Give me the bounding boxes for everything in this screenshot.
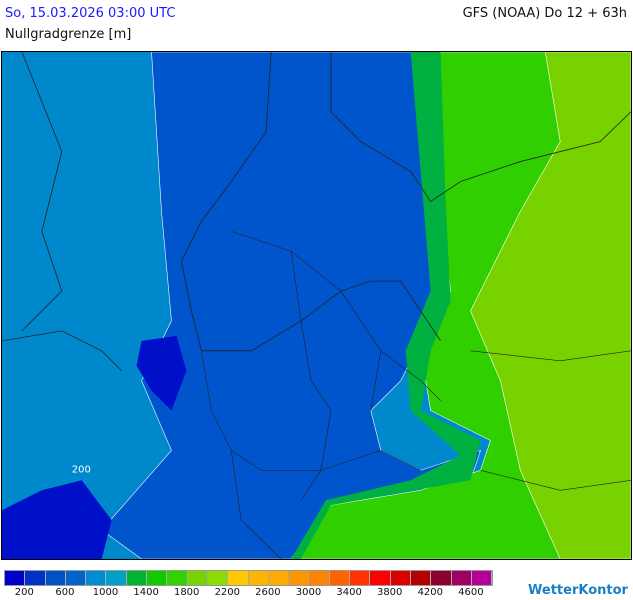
- coastline: [2, 52, 631, 372]
- legend-swatch: [5, 571, 26, 585]
- legend-label: 4600: [458, 587, 484, 598]
- legend-swatch: [228, 571, 249, 585]
- legend-label: 1400: [133, 587, 159, 598]
- legend-label: 1000: [92, 587, 119, 598]
- map-zone-east-light: [470, 52, 631, 559]
- legend-swatch: [25, 571, 46, 585]
- legend-swatch: [126, 571, 148, 585]
- legend-swatch: [248, 571, 269, 585]
- legend-swatch: [106, 571, 127, 585]
- legend-label: 2600: [255, 587, 281, 598]
- legend-swatch: [370, 571, 391, 585]
- legend-label: 3400: [336, 587, 362, 598]
- legend-label: 3800: [376, 587, 403, 598]
- legend-label: 600: [55, 587, 75, 598]
- freezing-level-map: 200: [1, 51, 632, 560]
- legend-label: 4200: [417, 587, 444, 598]
- contour-label: 200: [72, 464, 91, 475]
- legend-labels: 200 600 1000 1400 1800 2200 2600 3000 3400 3800 42…: [4, 587, 514, 599]
- legend-swatch: [410, 571, 432, 585]
- legend-swatch: [471, 571, 493, 585]
- legend-swatch: [309, 571, 330, 585]
- parameter-title: Nullgradgrenze [m]: [5, 27, 132, 42]
- legend-swatch: [451, 571, 472, 585]
- legend-swatch: [86, 571, 107, 585]
- legend-swatch: [431, 571, 452, 585]
- legend-swatch: [329, 571, 351, 585]
- legend-swatch: [207, 571, 229, 585]
- color-legend: [4, 570, 494, 586]
- legend-swatch: [390, 571, 411, 585]
- legend-swatch: [289, 571, 310, 585]
- legend-swatch: [65, 571, 87, 585]
- legend-swatch: [167, 571, 188, 585]
- forecast-datetime: So, 15.03.2026 03:00 UTC: [5, 6, 176, 21]
- legend-label: 1800: [173, 587, 200, 598]
- legend-swatch: [268, 571, 290, 585]
- legend-label: 2200: [214, 587, 241, 598]
- map-zone-southwest-low: [2, 480, 112, 559]
- legend-swatch: [350, 571, 371, 585]
- map-zone-west-low: [136, 335, 187, 411]
- legend-label: 3000: [295, 587, 322, 598]
- map-zone-edge-green: [291, 52, 481, 559]
- legend-swatch: [45, 571, 66, 585]
- legend-label: 200: [14, 587, 34, 598]
- legend-swatch: [187, 571, 208, 585]
- country-borders: [201, 231, 631, 559]
- model-run: GFS (NOAA) Do 12 + 63h: [462, 6, 627, 21]
- wetterkontor-logo[interactable]: WetterKontor: [528, 583, 628, 598]
- legend-swatch: [147, 571, 168, 585]
